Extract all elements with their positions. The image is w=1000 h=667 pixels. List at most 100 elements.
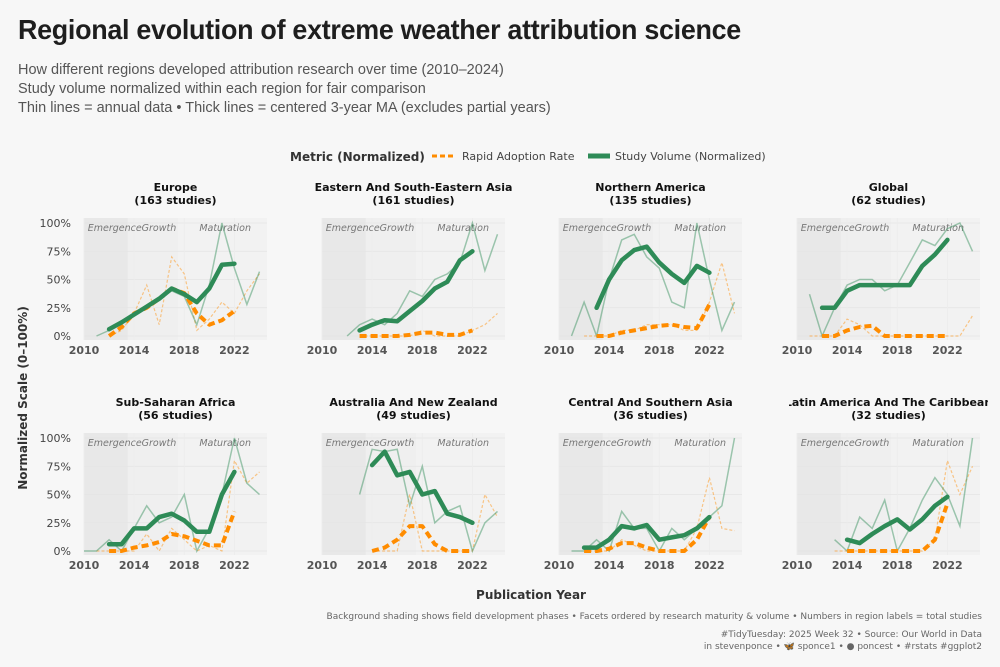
phase-label: Maturation [437,438,489,449]
phase-label: Growth [380,438,415,449]
phase-band [322,218,366,340]
rapid-annual-line [809,315,974,337]
volume-annual-line [834,437,974,554]
facet-count: (49 studies) [376,409,450,422]
facet-count: (135 studies) [609,194,691,207]
phase-label: Growth [617,438,652,449]
x-tick-label: 2010 [544,559,575,572]
phase-band [797,218,841,340]
phase-label: Maturation [199,223,251,234]
rapid-ma-line [109,510,237,553]
strip: Latin America And The Caribbean(32 studi… [785,396,992,422]
footnote: Background shading shows field developme… [326,612,982,622]
phase-band [84,218,128,340]
x-tick-label: 2018 [882,344,913,357]
phase-label: Maturation [912,223,964,234]
facet-count: (32 studies) [851,409,925,422]
x-tick-label: 2010 [782,559,813,572]
phase-label: Growth [142,438,177,449]
facet-count: (62 studies) [851,194,925,207]
strip: Eastern And South-Eastern Asia(161 studi… [315,181,513,207]
facet-title: Eastern And South-Eastern Asia [315,181,513,194]
y-tick-label: 75% [47,245,71,258]
phase-band [840,433,892,555]
volume-ma-line [594,244,712,311]
x-tick-label: 2010 [307,559,338,572]
y-tick-label: 0% [54,330,71,343]
y-tick-label: 100% [40,217,71,230]
volume-ma-line [581,514,712,550]
x-tick-label: 2014 [357,344,388,357]
phase-band [559,433,603,555]
phase-label: Emergence [801,438,855,449]
phase-band [891,433,980,555]
phase-label: Maturation [674,223,726,234]
strip: Northern America(135 studies) [595,181,705,207]
facet-count: (36 studies) [613,409,687,422]
volume-ma-line [106,469,237,547]
x-axis-title: Publication Year [476,588,586,602]
x-tick-label: 2018 [882,559,913,572]
x-tick-label: 2018 [407,344,438,357]
phase-band [840,218,892,340]
x-tick-label: 2022 [457,344,488,357]
phase-label: Maturation [437,223,489,234]
x-tick-label: 2014 [832,559,863,572]
x-tick-label: 2018 [169,344,200,357]
y-tick-label: 25% [47,517,71,530]
volume-ma-line [106,261,237,332]
y-tick-label: 50% [47,274,71,287]
facet-title: Northern America [595,181,705,194]
facet-title: Latin America And The Caribbean [785,396,992,409]
subtitle-line-1: How different regions developed attribut… [18,62,504,78]
phase-label: Maturation [912,438,964,449]
x-tick-label: 2010 [69,559,100,572]
volume-ma-line [369,449,475,526]
x-tick-label: 2014 [119,559,150,572]
rapid-ma-line [371,524,473,553]
facet-latin-america-and-the-caribbean: Emergence Growth Maturation Latin America A… [782,396,992,572]
x-tick-label: 2022 [219,559,250,572]
credit-source: #TidyTuesday: 2025 Week 32 • Source: Our… [720,630,982,640]
strip: Europe(163 studies) [134,181,216,207]
x-tick-label: 2022 [219,344,250,357]
x-tick-label: 2018 [644,344,675,357]
x-tick-label: 2010 [782,344,813,357]
facet-title: Central And Southern Asia [568,396,732,409]
x-tick-label: 2018 [169,559,200,572]
x-tick-label: 2022 [694,559,725,572]
rapid-ma-line [359,328,474,338]
legend: Metric (Normalized) Rapid Adoption Rate St… [290,150,766,164]
y-tick-label: 75% [47,460,71,473]
x-tick-label: 2014 [357,559,388,572]
facet-count: (56 studies) [138,409,212,422]
phase-label: Emergence [326,438,380,449]
strip: Central And Southern Asia(36 studies) [568,396,732,422]
x-tick-label: 2022 [694,344,725,357]
subtitle-line-2: Study volume normalized within each regi… [18,81,426,97]
y-tick-label: 50% [47,489,71,502]
facet-australia-and-new-zealand: Emergence Growth Maturation Australia And N… [307,396,505,572]
rapid-ma-line [822,323,948,338]
x-tick-label: 2014 [119,344,150,357]
strip: Australia And New Zealand(49 studies) [329,396,497,422]
phase-band [127,433,179,555]
y-tick-label: 100% [40,432,71,445]
facet-title: Australia And New Zealand [329,396,497,409]
x-tick-label: 2014 [832,344,863,357]
facet-count: (163 studies) [134,194,216,207]
facet-northern-america: Emergence Growth Maturation Northern Americ… [544,181,742,357]
strip: Global(62 studies) [851,181,925,207]
phase-label: Growth [142,223,177,234]
subtitle-line-3: Thin lines = annual data • Thick lines =… [18,100,551,116]
phase-label: Growth [617,223,652,234]
volume-ma-line [844,494,950,546]
rapid-ma-line [847,502,950,553]
phase-band [559,218,603,340]
phase-label: Emergence [88,223,142,234]
facet-title: Sub-Saharan Africa [116,396,236,409]
x-tick-label: 2014 [594,559,625,572]
phase-label: Maturation [199,438,251,449]
phase-band [891,218,980,340]
legend-title: Metric (Normalized) [290,150,425,164]
